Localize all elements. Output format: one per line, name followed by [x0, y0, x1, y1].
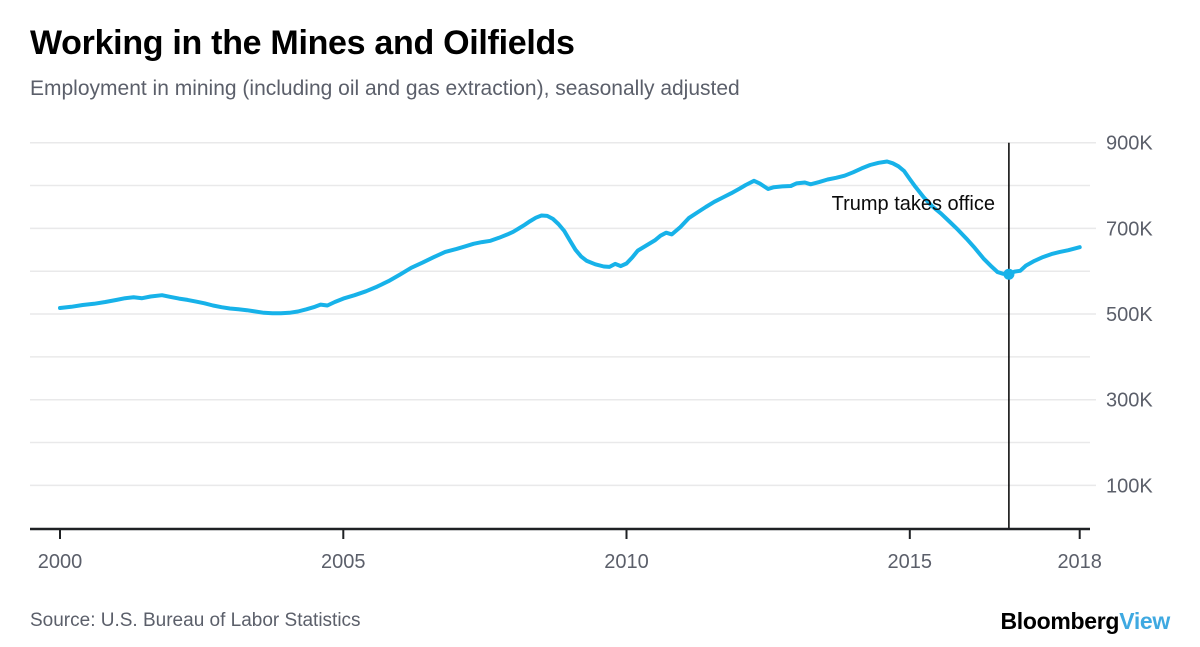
x-axis-label: 2005	[321, 551, 366, 573]
event-marker-dot	[1003, 268, 1015, 280]
logo-text-bloomberg: Bloomberg	[1000, 608, 1120, 634]
event-annotation-label: Trump takes office	[831, 193, 995, 215]
x-axis-label: 2010	[604, 551, 649, 573]
y-axis-label: 100K	[1106, 475, 1153, 497]
x-axis-label: 2000	[38, 551, 83, 573]
y-axis-label: 500K	[1106, 304, 1153, 326]
y-axis-label: 700K	[1106, 218, 1153, 240]
chart-title: Working in the Mines and Oilfields	[30, 24, 575, 62]
x-axis-label: 2015	[888, 551, 933, 573]
employment-line	[58, 159, 1082, 316]
source-credit: Source: U.S. Bureau of Labor Statistics	[30, 610, 361, 631]
y-axis-label: 300K	[1106, 390, 1153, 412]
logo-text-view: View	[1119, 608, 1170, 634]
y-axis-label: 900K	[1106, 133, 1153, 155]
bloomberg-view-logo: BloombergView	[1000, 608, 1170, 635]
x-axis-label: 2018	[1057, 551, 1102, 573]
chart-subtitle: Employment in mining (including oil and …	[30, 77, 740, 100]
